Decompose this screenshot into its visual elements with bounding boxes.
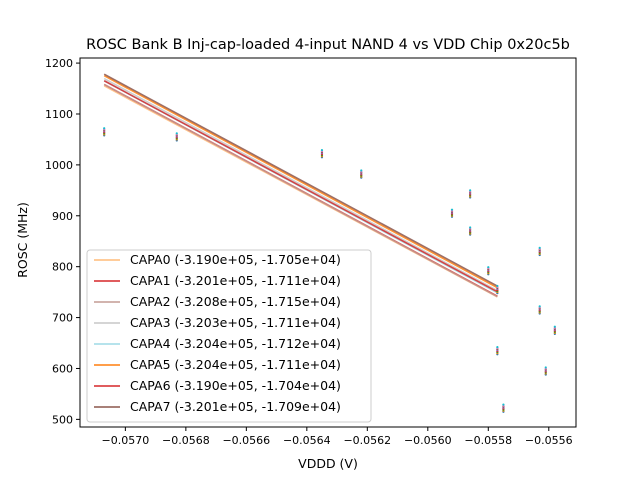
scatter-point — [496, 345, 499, 349]
legend-label: CAPA2 (-3.208e+05, -1.715e+04) — [130, 294, 341, 309]
legend-label: CAPA1 (-3.201e+05, -1.711e+04) — [130, 273, 341, 288]
scatter-point — [538, 246, 541, 249]
scatter-point — [538, 305, 541, 308]
legend-label: CAPA5 (-3.204e+05, -1.711e+04) — [130, 357, 341, 372]
y-tick-label: 600 — [52, 362, 73, 375]
x-tick-label: −0.0568 — [162, 434, 210, 447]
scatter-point — [496, 284, 499, 288]
x-tick-label: −0.0570 — [102, 434, 150, 447]
scatter-point — [175, 132, 178, 135]
legend-label: CAPA4 (-3.204e+05, -1.712e+04) — [130, 336, 341, 351]
scatter-point — [553, 325, 556, 328]
legend-label: CAPA7 (-3.201e+05, -1.709e+04) — [130, 399, 341, 414]
x-tick-label: −0.0562 — [343, 434, 391, 447]
plot-frame — [79, 57, 577, 428]
y-tick-label: 1100 — [45, 108, 73, 121]
y-tick-label: 1200 — [45, 57, 73, 70]
scatter-points — [103, 127, 556, 413]
chart-title: ROSC Bank B Inj-cap-loaded 4-input NAND … — [86, 37, 570, 53]
x-tick-label: −0.0558 — [464, 434, 512, 447]
y-axis-label: ROSC (MHz) — [15, 202, 30, 278]
scatter-point — [360, 169, 363, 172]
x-tick-label: −0.0566 — [222, 434, 270, 447]
x-tick-label: −0.0556 — [525, 434, 573, 447]
y-tick-label: 800 — [52, 261, 73, 274]
legend-box — [86, 249, 372, 423]
y-tick-label: 700 — [52, 312, 73, 325]
x-axis-ticks: −0.0570 −0.0568 −0.0566 −0.0564 −0.0562 −0.05… — [102, 427, 573, 447]
scatter-point — [450, 208, 454, 211]
y-tick-label: 500 — [52, 413, 73, 426]
fit-line-capa2 — [103, 83, 498, 298]
x-tick-label: −0.0564 — [283, 434, 331, 447]
scatter-point — [320, 149, 324, 152]
fit-lines — [103, 73, 498, 298]
scatter-point — [103, 127, 106, 130]
legend-label: CAPA6 (-3.190e+05, -1.704e+04) — [130, 378, 341, 393]
scatter-point — [544, 366, 547, 369]
y-tick-label: 900 — [52, 210, 73, 223]
y-tick-label: 1000 — [45, 159, 73, 172]
scatter-point — [469, 226, 472, 229]
fit-line-capa7 — [103, 73, 498, 287]
fit-line-capa6 — [103, 80, 498, 293]
scatter-point — [469, 189, 472, 192]
fit-line-capa5 — [103, 74, 498, 289]
legend-label: CAPA3 (-3.203e+05, -1.711e+04) — [130, 315, 341, 330]
fit-line-capa3 — [103, 77, 498, 292]
scatter-point — [487, 266, 490, 269]
legend-label: CAPA0 (-3.190e+05, -1.705e+04) — [130, 252, 341, 267]
x-tick-label: −0.0560 — [404, 434, 452, 447]
x-axis-label: VDDD (V) — [298, 456, 358, 471]
y-axis-ticks: 500 600 700 800 900 1000 1100 1200 — [45, 57, 80, 426]
scatter-point — [502, 403, 505, 406]
legend: CAPA0 (-3.190e+05, -1.705e+04) CAPA1 (-3.… — [86, 249, 372, 423]
